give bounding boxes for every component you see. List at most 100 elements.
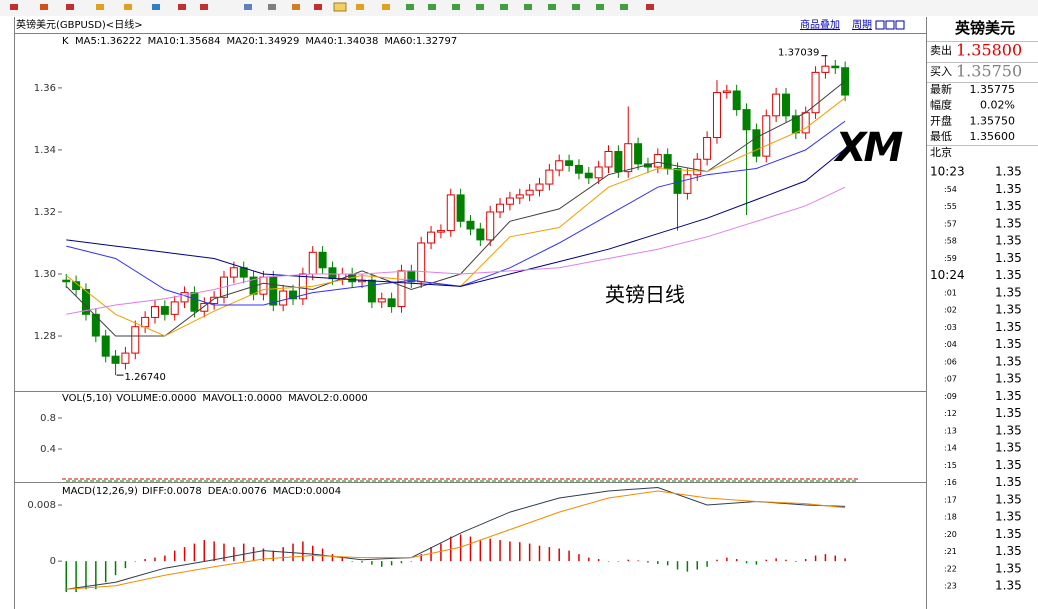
candle-body [781, 93, 790, 117]
tool-icon[interactable] [40, 4, 48, 10]
tool-icon[interactable] [572, 4, 580, 10]
candle-body [367, 279, 376, 303]
tool-icon[interactable] [314, 4, 322, 10]
window-button[interactable] [895, 20, 905, 30]
tool-icon[interactable] [66, 4, 74, 10]
macd-bar [223, 543, 225, 562]
candle-body [446, 194, 455, 232]
macd-bar [440, 543, 442, 562]
macd-bar [509, 541, 511, 562]
tick-price: 1.35 [995, 268, 1022, 282]
macd-bar [410, 561, 413, 562]
tool-icon[interactable] [476, 4, 484, 10]
y-tick-label: 1.30 [34, 269, 56, 280]
tool-icon[interactable] [646, 4, 654, 10]
tool-icon[interactable] [620, 4, 628, 10]
tool-icon[interactable] [428, 4, 436, 10]
y-tick-label: 0.4 [40, 444, 56, 455]
tool-icon[interactable] [268, 4, 276, 10]
tool-icon[interactable] [152, 4, 160, 10]
candle-body [210, 296, 219, 304]
macd-bar [75, 561, 77, 592]
candle-body [377, 298, 386, 303]
tool-icon[interactable] [524, 4, 532, 10]
tool-icon[interactable] [292, 4, 300, 10]
window-button[interactable] [885, 20, 895, 30]
tool-icon[interactable] [500, 4, 508, 10]
overlay-link[interactable]: 商品叠加 [800, 18, 840, 31]
macd-bar [548, 547, 551, 562]
candle-body [486, 211, 495, 241]
quote-label: 最低 [930, 130, 952, 143]
macd-bar [617, 561, 620, 562]
macd-bar [233, 547, 235, 562]
macd-bar [203, 540, 206, 562]
annotation: 1.37039 [778, 48, 819, 59]
y-tick-label: 0.8 [40, 413, 56, 424]
candle-body [624, 143, 633, 173]
macd-bar [282, 547, 284, 562]
tick-time: :13 [944, 426, 957, 435]
tool-icon[interactable] [548, 4, 556, 10]
period-link[interactable]: 周期 [852, 19, 872, 31]
tick-price: 1.35 [995, 475, 1022, 489]
candle-body [466, 220, 475, 230]
tool-icon[interactable] [596, 4, 604, 10]
candle-body [752, 129, 761, 157]
panel-title: MACD(12,26,9) [62, 486, 138, 497]
macd-bar [519, 542, 521, 562]
candle-body [476, 228, 485, 241]
candle-body [604, 150, 613, 168]
window-button[interactable] [875, 20, 885, 30]
macd-bar [844, 558, 846, 562]
candle-body [712, 92, 721, 139]
candle-body [821, 65, 830, 73]
tool-icon[interactable] [382, 4, 390, 10]
macd-bar [104, 561, 107, 583]
macd-bar [676, 561, 679, 570]
quote-value: 1.35750 [970, 114, 1016, 127]
tick-time: 10:24 [930, 268, 965, 282]
candle-body [229, 267, 238, 278]
tool-icon[interactable] [178, 4, 186, 10]
tool-icon[interactable] [96, 4, 104, 10]
candle-body [525, 189, 534, 196]
logo: XM [833, 125, 903, 171]
tool-icon[interactable] [124, 4, 132, 10]
macd-bar [183, 547, 186, 562]
tool-icon[interactable] [244, 4, 252, 10]
tick-time: :01 [944, 288, 957, 297]
y-tick-label: 0.008 [27, 500, 56, 511]
candle-body [239, 267, 248, 278]
tick-time: :15 [944, 461, 957, 470]
tool-icon[interactable] [10, 4, 18, 10]
tick-price: 1.35 [995, 389, 1022, 403]
macd-bar [371, 561, 373, 565]
tool-icon[interactable] [356, 4, 364, 10]
quote-value: 0.02% [980, 99, 1015, 112]
dea-line [66, 490, 846, 590]
candle-body [259, 276, 268, 295]
legend-item: MA10:1.35684 [148, 36, 221, 47]
tick-price: 1.35 [995, 372, 1022, 386]
macd-bar [341, 557, 344, 562]
tool-icon[interactable] [200, 4, 208, 10]
macd-bar [666, 561, 669, 566]
tick-time: :22 [944, 564, 957, 573]
candle-body [62, 279, 71, 283]
macd-bar [154, 557, 156, 562]
panel-title: VOL(5,10) [62, 393, 112, 404]
ma-line [66, 148, 846, 287]
tool-icon[interactable] [406, 4, 414, 10]
tick-time: :04 [944, 340, 957, 349]
macd-bar [716, 559, 718, 562]
macd-bar [351, 561, 353, 562]
macd-bar [381, 561, 383, 567]
tool-icon[interactable] [333, 2, 347, 12]
macd-bar [558, 548, 560, 562]
tool-icon[interactable] [452, 4, 460, 10]
buy-label: 买入 [930, 65, 952, 78]
sell-label: 卖出 [930, 43, 952, 57]
annotation: 1.26740 [125, 372, 166, 383]
candle-body [693, 158, 702, 176]
